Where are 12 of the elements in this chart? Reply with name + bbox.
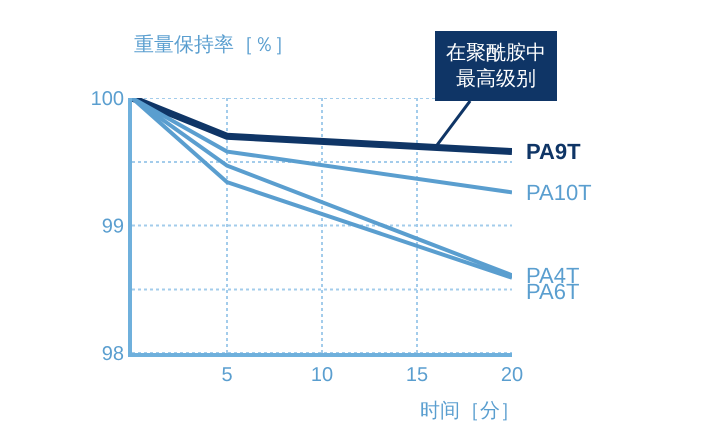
x-tick-label: 5	[221, 364, 233, 386]
annotation: 在聚酰胺中最高级别	[446, 42, 546, 90]
series-label: PA10T	[526, 180, 592, 205]
y-tick-label: 100	[90, 88, 124, 110]
y-tick-label: 99	[102, 216, 124, 238]
y-axis-title: 重量保持率［％］	[134, 34, 294, 56]
x-axis-title: 时间［分］	[420, 400, 520, 422]
x-tick-label: 10	[310, 364, 334, 386]
x-tick-label: 20	[500, 364, 524, 386]
y-tick-label: 98	[102, 343, 124, 365]
x-tick-label: 15	[406, 364, 428, 386]
series-label: PA9T	[526, 139, 582, 164]
